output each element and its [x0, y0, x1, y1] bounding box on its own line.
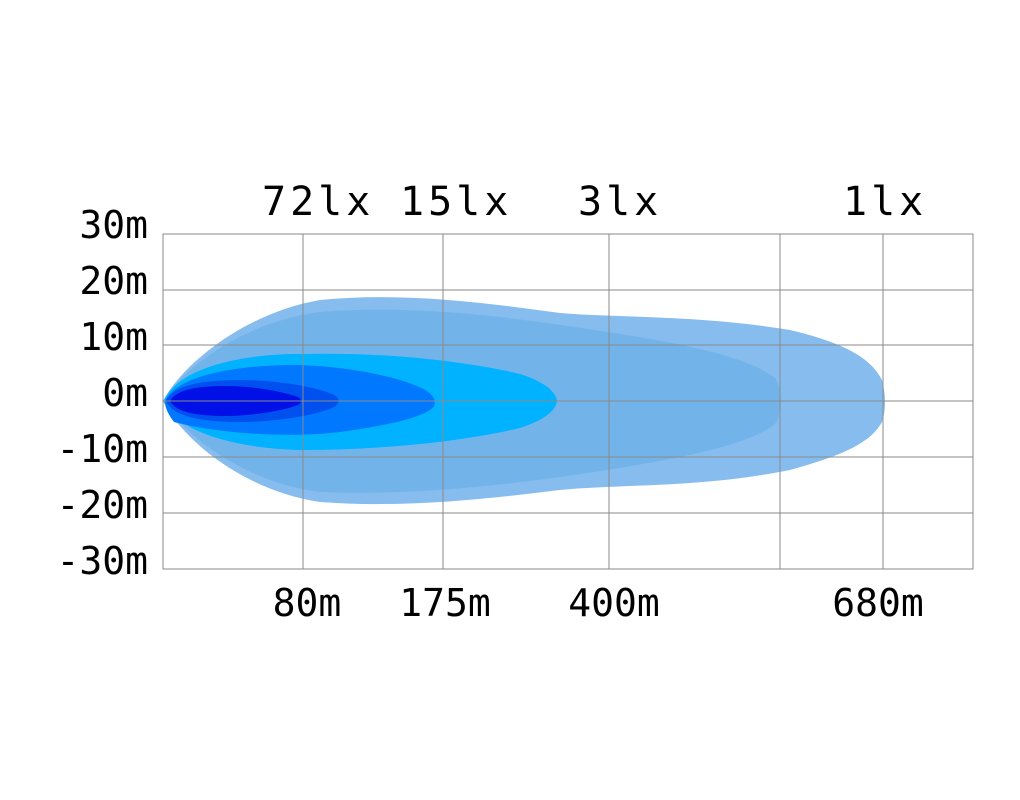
- distance-label: 80m: [273, 581, 342, 625]
- beam-zones: [163, 297, 885, 505]
- y-tick-label: -20m: [56, 483, 148, 527]
- y-tick-label: 0m: [102, 371, 148, 415]
- grid: [162, 233, 974, 570]
- lux-label: 1lx: [843, 179, 927, 225]
- distance-label: 400m: [568, 581, 660, 625]
- distance-label: 175m: [399, 581, 491, 625]
- distance-labels: 80m 175m 400m 680m: [273, 581, 924, 625]
- y-tick-label: 20m: [79, 259, 148, 303]
- lux-label: 72lx: [262, 179, 374, 225]
- y-tick-labels: 30m 20m 10m 0m -10m -20m -30m: [56, 203, 148, 583]
- distance-label: 680m: [832, 581, 924, 625]
- y-tick-label: -10m: [56, 427, 148, 471]
- lux-label: 15lx: [400, 179, 512, 225]
- lux-labels: 72lx 15lx 3lx 1lx: [262, 179, 927, 225]
- y-tick-label: 30m: [79, 203, 148, 247]
- y-tick-label: -30m: [56, 539, 148, 583]
- y-tick-label: 10m: [79, 315, 148, 359]
- lux-label: 3lx: [578, 179, 662, 225]
